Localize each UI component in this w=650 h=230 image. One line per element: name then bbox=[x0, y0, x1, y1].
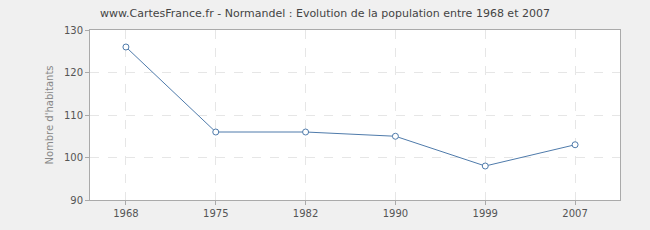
svg-text:130: 130 bbox=[64, 25, 83, 36]
svg-text:1975: 1975 bbox=[203, 208, 228, 219]
svg-text:90: 90 bbox=[70, 195, 83, 206]
svg-text:1999: 1999 bbox=[473, 208, 498, 219]
svg-text:2007: 2007 bbox=[562, 208, 587, 219]
svg-text:1990: 1990 bbox=[383, 208, 408, 219]
svg-text:www.CartesFrance.fr - Normande: www.CartesFrance.fr - Normandel : Evolut… bbox=[100, 7, 550, 20]
svg-text:1968: 1968 bbox=[113, 208, 138, 219]
svg-text:1982: 1982 bbox=[293, 208, 318, 219]
svg-text:110: 110 bbox=[64, 110, 83, 121]
svg-text:100: 100 bbox=[64, 152, 83, 163]
svg-text:120: 120 bbox=[64, 67, 83, 78]
svg-text:Nombre d'habitants: Nombre d'habitants bbox=[44, 65, 55, 164]
